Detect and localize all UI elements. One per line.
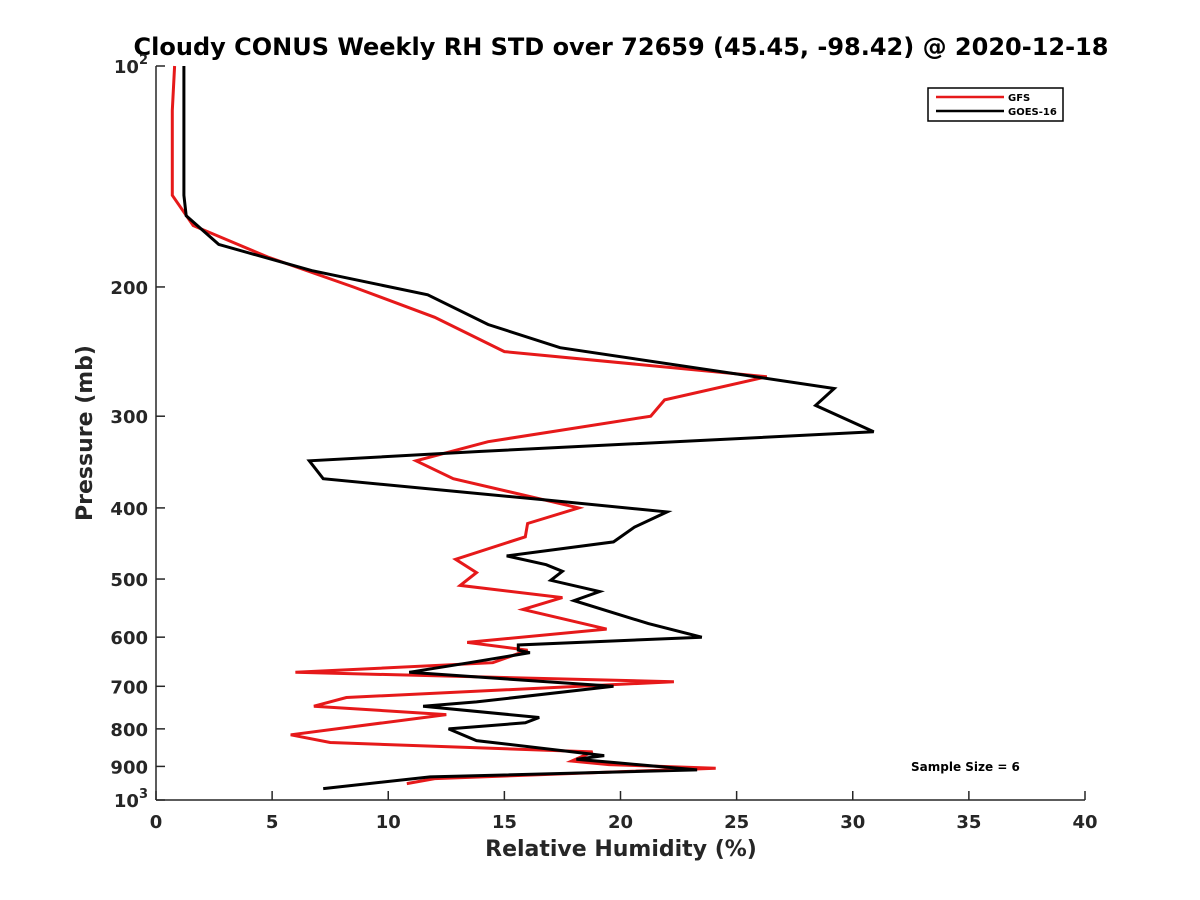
y-tick-label: 800 (110, 720, 148, 741)
x-tick-label: 25 (724, 812, 749, 833)
y-tick-label: 500 (110, 570, 148, 591)
series-line-goes-16 (182, 66, 875, 791)
x-axis-ticks: 0 5 10 15 20 25 30 35 40 (150, 791, 1098, 833)
x-tick-label: 35 (956, 812, 981, 833)
y-axis-ticks: 102 200 300 400 500 600 700 800 900 103 (110, 53, 165, 812)
y-tick-label: 102 (114, 53, 148, 78)
legend-label-goes16: GOES-16 (1008, 107, 1057, 118)
x-tick-label: 20 (608, 812, 633, 833)
x-tick-label: 10 (376, 812, 401, 833)
series-layer (170, 65, 875, 791)
y-axis-label: Pressure (mb) (73, 345, 98, 521)
y-tick-label: 300 (110, 407, 148, 428)
y-tick-label: 700 (110, 677, 148, 698)
x-tick-label: 40 (1072, 812, 1097, 833)
y-tick-label: 400 (110, 499, 148, 520)
legend-box (927, 87, 1064, 122)
series-line-gfs (170, 65, 768, 786)
chart-title: Cloudy CONUS Weekly RH STD over 72659 (4… (134, 33, 1109, 61)
y-tick-label: 900 (110, 757, 148, 778)
x-tick-label: 30 (840, 812, 865, 833)
x-axis-label: Relative Humidity (%) (485, 837, 757, 862)
y-tick-label: 600 (110, 628, 148, 649)
x-tick-label: 5 (266, 812, 279, 833)
y-tick-label: 103 (114, 787, 148, 812)
sample-size-annotation: Sample Size = 6 (911, 760, 1020, 774)
x-tick-label: 15 (492, 812, 517, 833)
legend: GFS GOES-16 (927, 87, 1064, 122)
x-tick-label: 0 (150, 812, 163, 833)
legend-label-gfs: GFS (1008, 93, 1030, 104)
y-tick-label: 200 (110, 278, 148, 299)
